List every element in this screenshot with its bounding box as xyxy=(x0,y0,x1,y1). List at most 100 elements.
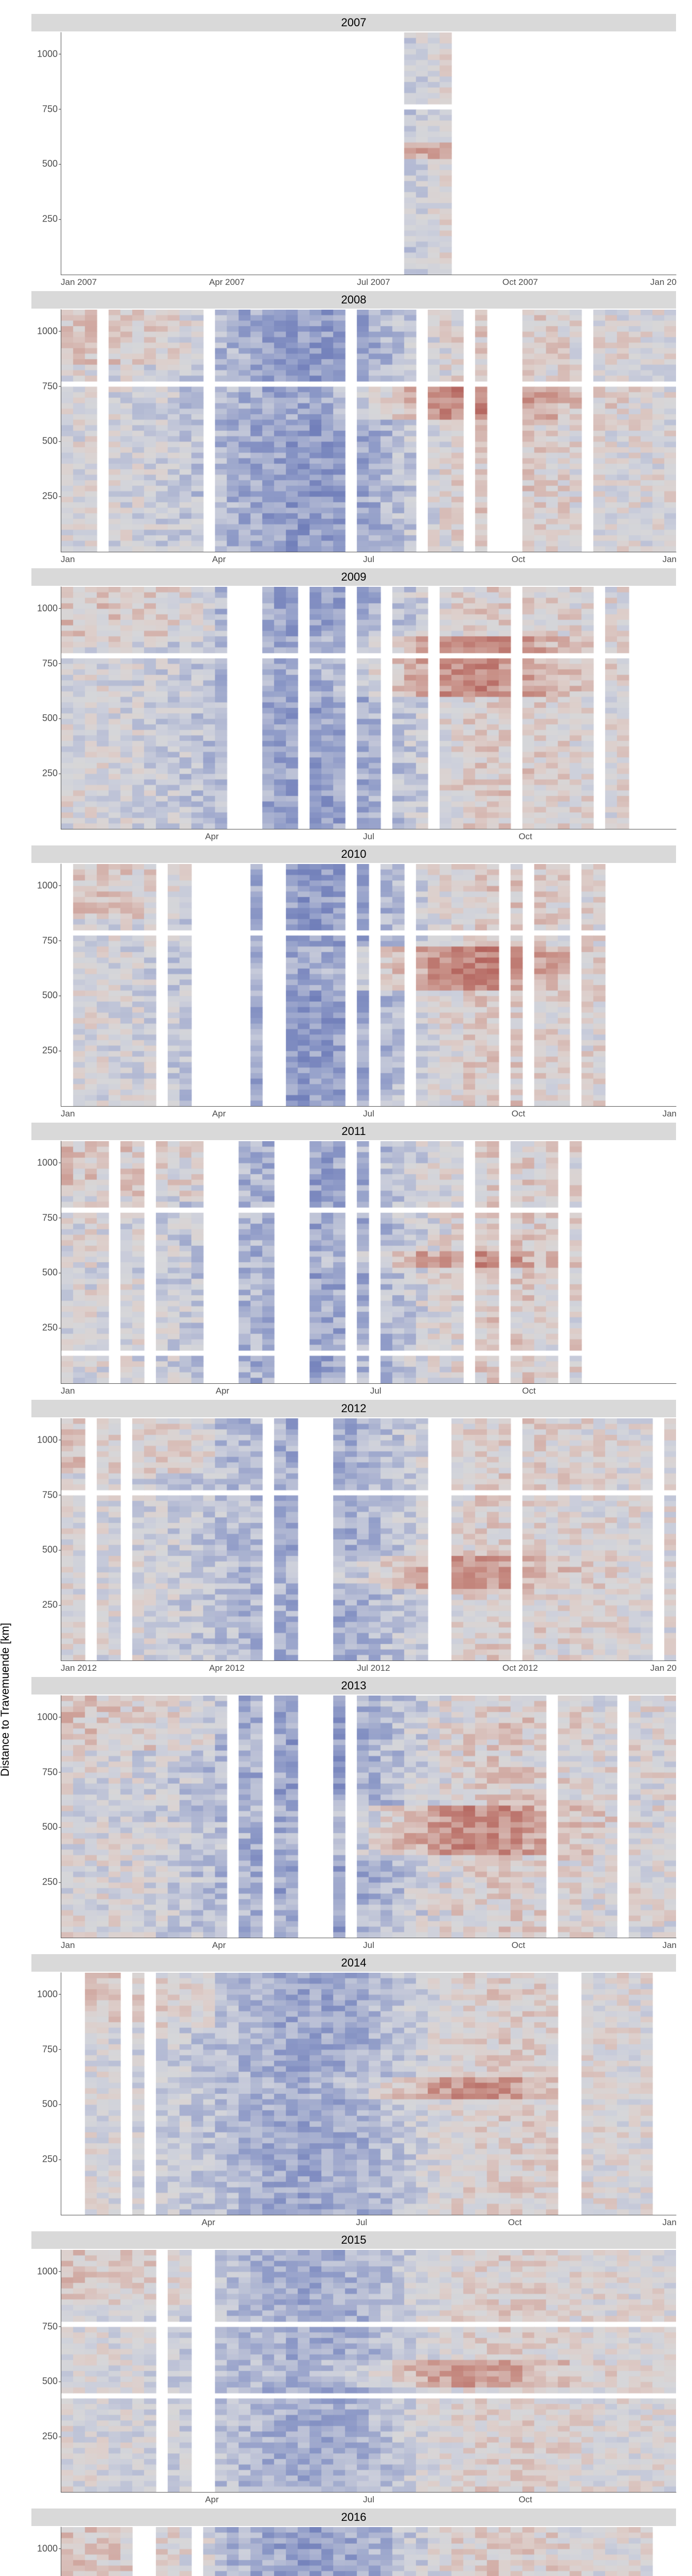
x-tick-label: Jul 2012 xyxy=(357,1663,390,1673)
panel-body: 2505007501000 xyxy=(31,32,677,275)
x-tick-label: Jul xyxy=(370,1386,382,1396)
facet-panel: 20102505007501000JanAprJulOctJan xyxy=(31,845,677,1119)
x-tick-label: Oct 2007 xyxy=(503,277,538,287)
x-tick-label: Apr xyxy=(201,2217,215,2228)
y-tick-column: 250 500 750 1000 xyxy=(31,863,61,1106)
panel-body: 2505007501000 xyxy=(31,2527,677,2576)
heatmap-canvas xyxy=(61,2527,676,2576)
y-tick-label: 1000 xyxy=(37,326,58,336)
y-tick-label: 1000 xyxy=(37,48,58,59)
panel-strip-label: 2015 xyxy=(31,2231,677,2249)
panel-body: 2505007501000 xyxy=(31,309,677,552)
x-tick-label: Jan xyxy=(663,554,677,565)
figure: Distance to Travemuende [km] 20072505007… xyxy=(0,0,692,2576)
facet-panel: 2011 250 500 750 1000 Jan Apr Jul Oct xyxy=(31,1122,677,1396)
x-tick-label: Jan xyxy=(663,2217,677,2228)
panel-strip-label: 2012 xyxy=(31,1399,677,1418)
panel-strip-label: 2014 xyxy=(31,1954,677,1972)
facet-panel: 20152505007501000AprJulOct xyxy=(31,2231,677,2505)
y-tick-label: 750 xyxy=(42,658,58,669)
facet-panel: 20122505007501000Jan 2012Apr 2012Jul 201… xyxy=(31,1399,677,1673)
y-tick-label: 1000 xyxy=(37,880,58,891)
x-tick-label: Jan 20 xyxy=(650,277,677,287)
y-tick-label: 500 xyxy=(42,1545,58,1555)
y-tick-label: 250 xyxy=(42,1045,58,1056)
y-tick-column: 250 500 750 1000 xyxy=(31,1141,61,1383)
x-tick-label: Apr xyxy=(205,2495,218,2505)
y-tick-label: 750 xyxy=(42,1212,58,1223)
heatmap-plot xyxy=(61,1972,677,2215)
y-axis-label: Distance to Travemuende [km] xyxy=(0,1622,12,1776)
y-tick-column: 2505007501000 xyxy=(31,2527,61,2576)
x-tick-label: Apr 2007 xyxy=(209,277,245,287)
y-tick-label: 1000 xyxy=(37,1157,58,1168)
x-tick-label: Jan 2012 xyxy=(61,1663,97,1673)
heatmap-plot xyxy=(61,32,677,275)
x-tick-label: Jan xyxy=(663,1940,677,1951)
x-tick-label: Jul xyxy=(363,1940,374,1951)
heatmap-plot xyxy=(61,309,677,552)
x-tick-row: Apr Jul Oct Jan xyxy=(61,2217,677,2228)
panel-strip-label: 2011 xyxy=(31,1122,677,1141)
y-tick-label: 250 xyxy=(42,2431,58,2442)
y-tick-column: 2505007501000 xyxy=(31,2249,61,2492)
y-tick-column: 2505007501000 xyxy=(31,1695,61,1937)
y-tick-label: 250 xyxy=(42,2154,58,2165)
heatmap-canvas xyxy=(61,32,676,275)
x-tick-label: Apr xyxy=(212,1109,226,1119)
heatmap-canvas xyxy=(61,1973,676,2215)
panel-body: 250 500 750 1000 xyxy=(31,863,677,1107)
x-tick-label: Oct xyxy=(508,2217,522,2228)
facet-panel: 20072505007501000Jan 2007Apr 2007Jul 200… xyxy=(31,13,677,287)
x-tick-label: Jan 20 xyxy=(650,1663,677,1673)
y-tick-label: 750 xyxy=(42,935,58,946)
y-tick-label: 500 xyxy=(42,159,58,170)
y-tick-label: 500 xyxy=(42,436,58,447)
y-tick-label: 1000 xyxy=(37,2266,58,2277)
x-tick-label: Jan xyxy=(61,1940,75,1951)
y-tick-label: 500 xyxy=(42,1267,58,1278)
heatmap-canvas xyxy=(61,1418,676,1660)
panel-strip-label: 2016 xyxy=(31,2508,677,2527)
x-tick-label: Jul xyxy=(356,2217,367,2228)
y-tick-label: 250 xyxy=(42,214,58,225)
y-tick-label: 750 xyxy=(42,1489,58,1500)
x-tick-label: Apr xyxy=(216,1386,229,1396)
x-tick-row: AprJulOct xyxy=(61,832,677,842)
x-tick-row: Jan 2012Apr 2012Jul 2012Oct 2012Jan 20 xyxy=(61,1663,677,1673)
panel-body: 2505007501000 xyxy=(31,1418,677,1661)
heatmap-canvas xyxy=(61,864,676,1106)
y-tick-column: 2505007501000 xyxy=(31,1972,61,2214)
y-tick-label: 250 xyxy=(42,491,58,502)
y-tick-label: 1000 xyxy=(37,1711,58,1722)
panel-body: 250 500 750 1000 xyxy=(31,1141,677,1384)
y-tick-label: 500 xyxy=(42,713,58,724)
x-tick-label: Jan xyxy=(61,1386,75,1396)
facet-panel: 20132505007501000JanAprJulOctJan xyxy=(31,1676,677,1951)
y-tick-label: 250 xyxy=(42,768,58,779)
x-tick-label: Apr xyxy=(212,1940,226,1951)
y-tick-column: 2505007501000 xyxy=(31,1418,61,1660)
y-tick-label: 500 xyxy=(42,2099,58,2110)
x-tick-row: JanAprJulOctJan xyxy=(61,1109,677,1119)
y-tick-label: 750 xyxy=(42,1767,58,1777)
x-tick-label: Oct xyxy=(512,554,525,565)
y-tick-label: 500 xyxy=(42,1822,58,1833)
y-tick-column: 2505007501000 xyxy=(31,586,61,828)
x-tick-row: JanAprJulOctJan xyxy=(61,554,677,565)
y-tick-label: 1000 xyxy=(37,1989,58,1999)
panel-strip-label: 2013 xyxy=(31,1676,677,1695)
x-tick-label: Oct xyxy=(518,2495,532,2505)
heatmap-canvas xyxy=(61,1141,676,1383)
x-tick-label: Jul xyxy=(363,554,374,565)
panel-body: 2505007501000 xyxy=(31,1972,677,2215)
y-tick-label: 500 xyxy=(42,990,58,1001)
x-tick-row: JanAprJulOctJan xyxy=(61,1940,677,1951)
x-tick-label: Oct xyxy=(522,1386,535,1396)
x-tick-label: Jan 2007 xyxy=(61,277,97,287)
y-tick-label: 250 xyxy=(42,1323,58,1333)
x-tick-label: Apr 2012 xyxy=(209,1663,245,1673)
x-tick-label: Apr xyxy=(212,554,226,565)
heatmap-canvas xyxy=(61,2250,676,2492)
facet-panel: 20082505007501000JanAprJulOctJan xyxy=(31,291,677,565)
